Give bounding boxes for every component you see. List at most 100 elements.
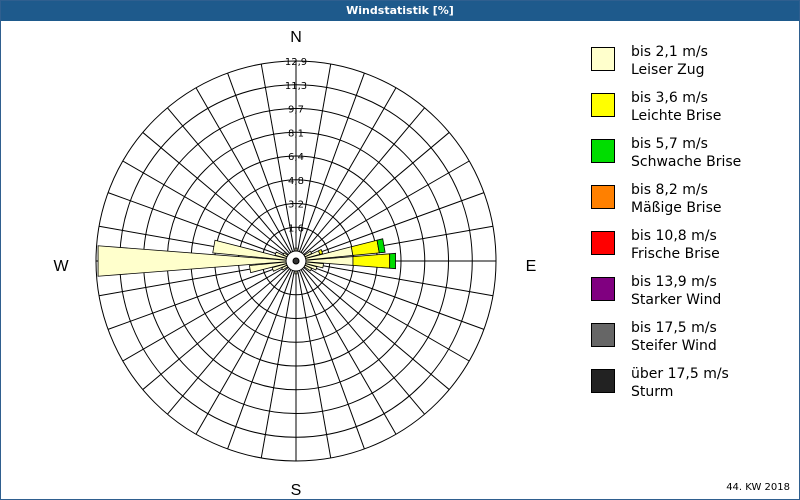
grid-spoke [305,263,485,330]
legend-swatch [591,323,615,347]
wind-bars [97,238,396,277]
calm-center [292,257,300,265]
legend-item: bis 3,6 m/s Leichte Brise [591,89,791,131]
wind-bar-segment [352,253,391,269]
legend-item: bis 5,7 m/s Schwache Brise [591,135,791,177]
legend-item: bis 8,2 m/s Mäßige Brise [591,181,791,223]
grid-spoke [142,267,289,390]
legend-swatch [591,185,615,209]
grid-spoke [167,107,290,254]
radial-tick-label: 3,2 [288,200,304,211]
wind-bar-segment [248,261,287,274]
legend-range: bis 2,1 m/s [631,44,708,60]
grid-spoke [303,267,450,390]
wind-bar-segment [281,264,289,271]
legend-range: bis 3,6 m/s [631,90,708,106]
radial-tick-label: 4,8 [288,176,304,187]
legend-name: Starker Wind [631,292,722,308]
legend-name: Leichte Brise [631,108,722,124]
wind-bar-segment [318,249,324,255]
grid-spoke [195,269,292,435]
direction-label-east: E [526,258,537,275]
radial-tick-label: 1,6 [288,223,304,234]
wind-bar-segment [282,252,289,258]
grid-spoke [305,262,494,297]
legend-name: Frische Brise [631,246,720,262]
legend-name: Leiser Zug [631,62,705,78]
radial-tick-label: 8,1 [288,128,304,139]
polar-grid [95,60,497,462]
legend-range: bis 8,2 m/s [631,182,708,198]
grid-spoke [298,72,365,252]
legend-label: bis 8,2 m/s Mäßige Brise [631,181,721,217]
radial-tick-label: 6,4 [288,152,304,163]
grid-spoke [122,265,288,362]
grid-spoke [304,160,470,257]
radial-tick-label: 9,7 [288,105,304,116]
legend-label: bis 3,6 m/s Leichte Brise [631,89,721,125]
radial-tick-label: 12,9 [285,57,307,68]
direction-label-south: S [291,482,302,499]
wind-bar-segment [303,264,313,272]
grid-spoke [297,63,332,252]
grid-spoke [302,268,425,415]
legend-swatch [591,93,615,117]
legend-item: bis 10,8 m/s Frische Brise [591,227,791,269]
wind-bar-segment [271,263,288,272]
grid-spoke [304,265,470,362]
wind-bar-segment [304,263,318,271]
grid-spoke [260,63,295,252]
grid-spoke [107,192,287,259]
legend-label: bis 5,7 m/s Schwache Brise [631,135,741,171]
grid-spoke [195,87,292,253]
direction-label-west: W [53,258,69,275]
grid-spoke [302,107,425,254]
legend-label: bis 10,8 m/s Frische Brise [631,227,720,263]
grid-spoke [260,270,295,459]
legend-name: Schwache Brise [631,154,742,170]
grid-spoke [298,270,365,450]
legend-swatch [591,231,615,255]
legend-label: bis 13,9 m/s Starker Wind [631,273,721,309]
grid-spoke [122,160,288,257]
legend-item: über 17,5 m/s Sturm [591,365,791,407]
legend-range: bis 13,9 m/s [631,274,717,290]
legend-swatch [591,369,615,393]
legend-name: Steifer Wind [631,338,717,354]
grid-spoke [167,268,290,415]
legend-swatch [591,277,615,301]
legend-name: Mäßige Brise [631,200,722,216]
grid-spoke [142,132,289,255]
legend-range: bis 10,8 m/s [631,228,717,244]
legend-name: Sturm [631,384,674,400]
legend-swatch [591,139,615,163]
wind-bar-segment [212,239,287,261]
wind-bar-segment [274,251,288,259]
radial-tick-label: 11,3 [285,81,307,92]
legend-swatch [591,47,615,71]
grid-spoke [297,270,332,459]
legend-item: bis 2,1 m/s Leiser Zug [591,43,791,85]
legend-range: bis 5,7 m/s [631,136,708,152]
wind-bar-segment [97,245,287,277]
grid-spoke [227,72,294,252]
wind-bar-segment [305,261,325,269]
legend-label: bis 17,5 m/s Steifer Wind [631,319,717,355]
radial-tick-labels: 1,6 3,2 4,8 6,4 8,1 9,7 11,3 12,9 [285,57,307,234]
wind-bar-segment [350,239,380,256]
grid-spoke [227,270,294,450]
legend-range: bis 17,5 m/s [631,320,717,336]
legend-item: bis 13,9 m/s Starker Wind [591,273,791,315]
legend-label: bis 2,1 m/s Leiser Zug [631,43,708,79]
grid-spoke [107,263,287,330]
wind-bar-segment [303,250,313,258]
wind-bar-segment [389,252,396,270]
grid-spoke [300,87,397,253]
legend-label: über 17,5 m/s Sturm [631,365,729,401]
direction-label-north: N [290,29,302,46]
week-label: 44. KW 2018 [726,482,790,493]
window-title: Windstatistik [%] [1,1,799,21]
wind-rose-chart: 1,6 3,2 4,8 6,4 8,1 9,7 11,3 12,9 N E S W [53,29,537,499]
grid-spoke [305,192,485,259]
